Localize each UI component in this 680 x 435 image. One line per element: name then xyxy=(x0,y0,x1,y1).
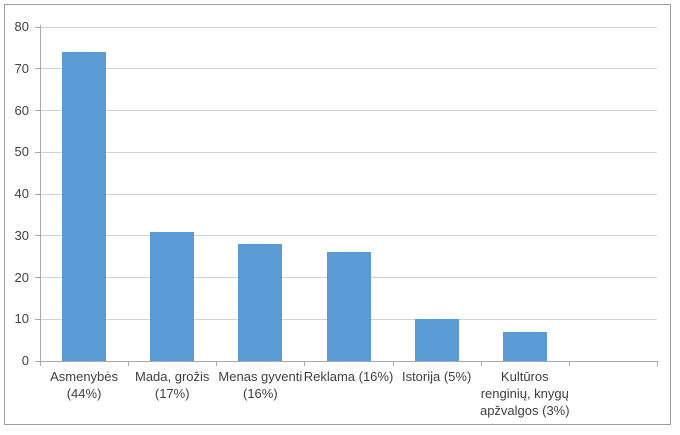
category-label: Menas gyventi (16%) xyxy=(218,369,303,401)
y-axis-tick xyxy=(35,110,40,111)
gridline xyxy=(40,110,657,111)
x-axis-tick xyxy=(304,361,306,366)
y-axis-tick xyxy=(35,68,40,70)
y-axis-label: 80 xyxy=(14,19,29,34)
y-axis-label: 50 xyxy=(14,144,29,160)
y-axis-tick xyxy=(35,277,40,278)
y-axis-tick xyxy=(35,193,40,195)
gridline xyxy=(40,68,657,70)
y-axis-label: 10 xyxy=(14,311,29,327)
x-axis-tick xyxy=(657,361,658,366)
category-label: Mada, grožis (17%) xyxy=(134,369,210,401)
y-axis-tick xyxy=(35,360,40,362)
bar xyxy=(326,252,371,361)
bar xyxy=(62,52,107,361)
category-label: Kultūros renginių, knygų apžvalgos (3%) xyxy=(479,369,570,418)
y-axis-label: 30 xyxy=(14,227,29,243)
gridline xyxy=(40,193,657,195)
x-axis-tick xyxy=(216,361,218,366)
y-axis-tick xyxy=(35,151,40,153)
y-axis-tick xyxy=(35,318,40,320)
y-axis-label: 20 xyxy=(14,269,29,285)
x-axis-tick xyxy=(392,361,394,366)
gridline xyxy=(40,235,657,237)
y-axis-label: 70 xyxy=(14,60,29,76)
x-axis-tick xyxy=(480,361,482,366)
bar xyxy=(150,231,195,361)
y-axis-label: 40 xyxy=(14,186,29,201)
gridline xyxy=(40,26,657,28)
y-axis-line xyxy=(40,25,41,361)
x-axis-line xyxy=(40,361,657,362)
x-axis-tick xyxy=(40,361,41,366)
y-axis-tick xyxy=(35,235,40,237)
y-axis-label: 60 xyxy=(14,102,29,118)
x-axis-tick xyxy=(128,361,130,366)
gridline xyxy=(40,151,657,153)
category-label: Asmenybės (44%) xyxy=(50,369,119,401)
y-axis-tick xyxy=(35,26,40,28)
x-axis-tick xyxy=(568,361,570,366)
bar xyxy=(502,331,547,361)
category-label: Istorija (5%) xyxy=(401,369,472,384)
bar xyxy=(238,244,283,361)
category-label: Reklama (16%) xyxy=(303,369,394,384)
bar xyxy=(414,319,459,361)
y-axis-label: 0 xyxy=(21,353,29,368)
